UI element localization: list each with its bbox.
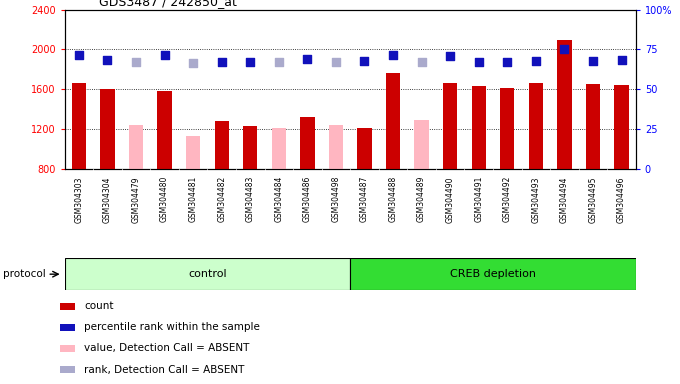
Point [330, 59, 341, 65]
Text: GSM304483: GSM304483 [245, 176, 255, 222]
Text: GDS3487 / 242850_at: GDS3487 / 242850_at [99, 0, 237, 8]
Point [73, 52, 84, 58]
Point [159, 52, 170, 58]
Bar [129, 125, 143, 169]
Text: GSM304498: GSM304498 [331, 176, 341, 222]
Bar [358, 128, 371, 169]
Point [359, 58, 370, 65]
Bar [65, 258, 350, 290]
Point [473, 59, 484, 65]
Bar [61, 324, 75, 331]
Bar [301, 117, 314, 169]
Point [216, 59, 227, 65]
Text: GSM304304: GSM304304 [103, 176, 112, 222]
Text: control: control [188, 269, 226, 279]
Bar [101, 89, 114, 169]
Text: GSM304493: GSM304493 [531, 176, 541, 222]
Bar [186, 136, 201, 169]
Point [302, 56, 313, 63]
Point [102, 57, 113, 63]
Text: count: count [84, 301, 114, 311]
Bar [586, 84, 600, 169]
Bar [443, 83, 458, 169]
Text: GSM304492: GSM304492 [503, 176, 512, 222]
Point [245, 59, 256, 65]
Text: GSM304481: GSM304481 [188, 176, 198, 222]
Text: percentile rank within the sample: percentile rank within the sample [84, 322, 260, 333]
Point [131, 59, 141, 65]
Point [416, 59, 427, 65]
Bar [61, 366, 75, 373]
Text: value, Detection Call = ABSENT: value, Detection Call = ABSENT [84, 343, 250, 354]
Bar [243, 126, 257, 169]
Text: GSM304479: GSM304479 [131, 176, 141, 222]
Bar [329, 125, 343, 169]
Text: GSM304484: GSM304484 [274, 176, 284, 222]
Text: GSM304490: GSM304490 [445, 176, 455, 222]
Text: CREB depletion: CREB depletion [450, 269, 536, 279]
Point [445, 53, 456, 60]
Text: GSM304480: GSM304480 [160, 176, 169, 222]
Bar [61, 303, 75, 310]
Point [616, 57, 627, 63]
Bar [500, 88, 515, 169]
Point [502, 59, 513, 65]
Point [273, 59, 284, 65]
Bar [215, 121, 228, 169]
Bar [61, 345, 75, 352]
Text: GSM304488: GSM304488 [388, 176, 398, 222]
Bar [529, 83, 543, 169]
Bar [615, 85, 628, 169]
Bar [72, 83, 86, 169]
Bar [158, 91, 171, 169]
Point [588, 58, 598, 65]
Text: protocol: protocol [3, 269, 46, 279]
Bar [272, 128, 286, 169]
Text: GSM304487: GSM304487 [360, 176, 369, 222]
Bar [472, 86, 486, 169]
Point [188, 60, 199, 66]
Point [559, 46, 570, 53]
Bar [558, 40, 571, 169]
Text: GSM304489: GSM304489 [417, 176, 426, 222]
Text: GSM304496: GSM304496 [617, 176, 626, 222]
Text: GSM304486: GSM304486 [303, 176, 312, 222]
Bar [386, 73, 401, 169]
Text: GSM304494: GSM304494 [560, 176, 569, 222]
Bar [350, 258, 636, 290]
Text: GSM304482: GSM304482 [217, 176, 226, 222]
Bar [415, 120, 428, 169]
Text: GSM304303: GSM304303 [74, 176, 84, 222]
Text: GSM304495: GSM304495 [588, 176, 598, 222]
Point [388, 52, 398, 58]
Text: GSM304491: GSM304491 [474, 176, 483, 222]
Text: rank, Detection Call = ABSENT: rank, Detection Call = ABSENT [84, 364, 245, 375]
Point [530, 58, 541, 65]
